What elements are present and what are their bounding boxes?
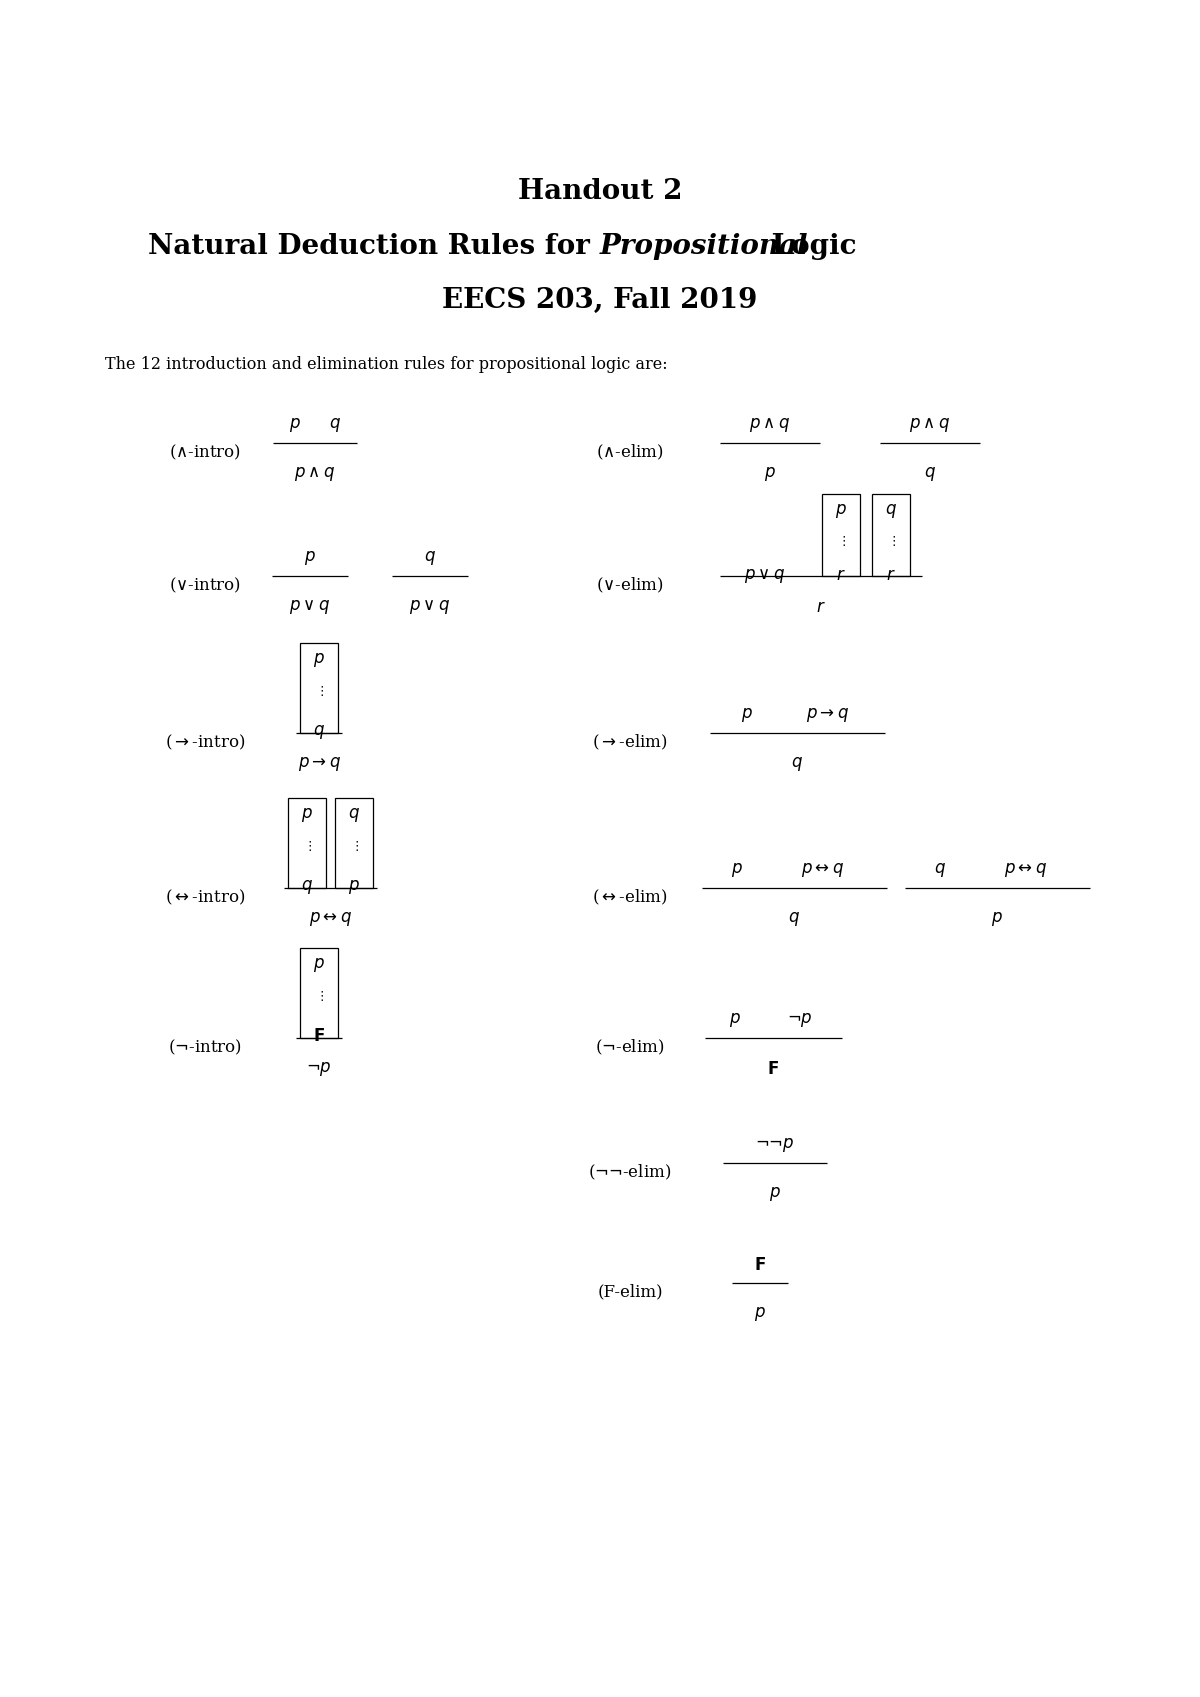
Text: $q$: $q$ bbox=[424, 550, 436, 567]
Text: $\neg\neg p$: $\neg\neg p$ bbox=[755, 1135, 794, 1154]
Text: $q$: $q$ bbox=[788, 910, 800, 928]
Text: $r$: $r$ bbox=[886, 567, 896, 584]
Text: $p \vee q$: $p \vee q$ bbox=[409, 597, 450, 616]
Text: $\mathbf{F}$: $\mathbf{F}$ bbox=[767, 1061, 779, 1078]
Text: $p$: $p$ bbox=[769, 1185, 781, 1203]
Text: $p \wedge q$: $p \wedge q$ bbox=[294, 465, 336, 484]
Bar bbox=[300, 643, 338, 733]
Text: $p$: $p$ bbox=[742, 706, 752, 725]
Text: $\neg p$: $\neg p$ bbox=[787, 1011, 812, 1028]
Text: $p$: $p$ bbox=[301, 806, 313, 825]
Text: Natural Deduction Rules for: Natural Deduction Rules for bbox=[149, 234, 600, 261]
Text: $p \wedge q$: $p \wedge q$ bbox=[750, 416, 791, 434]
Text: $\mathbf{F}$: $\mathbf{F}$ bbox=[754, 1256, 766, 1273]
Text: $\vdots$: $\vdots$ bbox=[314, 684, 324, 697]
Bar bbox=[822, 494, 860, 575]
Text: EECS 203, Fall 2019: EECS 203, Fall 2019 bbox=[443, 287, 757, 314]
Text: $q$: $q$ bbox=[313, 723, 325, 742]
Text: $\vdots$: $\vdots$ bbox=[887, 535, 895, 548]
Text: $p$: $p$ bbox=[754, 1305, 766, 1324]
Text: $p \leftrightarrow q$: $p \leftrightarrow q$ bbox=[800, 860, 844, 879]
Text: $p$: $p$ bbox=[730, 1011, 740, 1028]
Text: $p$: $p$ bbox=[313, 652, 325, 669]
Text: ($\vee$-intro): ($\vee$-intro) bbox=[169, 575, 241, 594]
Text: $\vdots$: $\vdots$ bbox=[836, 535, 846, 548]
Text: $p \vee q$: $p \vee q$ bbox=[289, 597, 330, 616]
Text: The 12 introduction and elimination rules for propositional logic are:: The 12 introduction and elimination rule… bbox=[106, 356, 667, 373]
Text: ($\leftrightarrow$-elim): ($\leftrightarrow$-elim) bbox=[592, 888, 668, 906]
Text: $p$: $p$ bbox=[835, 502, 847, 519]
Text: $p$: $p$ bbox=[731, 860, 743, 879]
Text: $p$: $p$ bbox=[348, 877, 360, 896]
Text: $q$: $q$ bbox=[924, 465, 936, 484]
Text: $p$: $p$ bbox=[991, 910, 1003, 928]
Text: Propositional: Propositional bbox=[600, 234, 809, 261]
Text: $r$: $r$ bbox=[816, 599, 826, 616]
Text: Logic: Logic bbox=[762, 234, 857, 261]
Text: Handout 2: Handout 2 bbox=[517, 178, 683, 205]
Text: $\vdots$: $\vdots$ bbox=[302, 838, 312, 854]
Text: $p \rightarrow q$: $p \rightarrow q$ bbox=[298, 755, 341, 774]
Text: $p$: $p$ bbox=[313, 955, 325, 974]
Bar bbox=[872, 494, 910, 575]
Text: $p \leftrightarrow q$: $p \leftrightarrow q$ bbox=[1003, 860, 1046, 879]
Text: $p$: $p$ bbox=[304, 550, 316, 567]
Text: ($\neg$-elim): ($\neg$-elim) bbox=[595, 1037, 665, 1057]
Bar bbox=[288, 798, 326, 888]
Text: ($\vee$-elim): ($\vee$-elim) bbox=[596, 575, 664, 594]
Text: $q$: $q$ bbox=[348, 806, 360, 825]
Text: $p \wedge q$: $p \wedge q$ bbox=[910, 416, 950, 434]
Text: $\vdots$: $\vdots$ bbox=[349, 838, 359, 854]
Text: ($\rightarrow$-elim): ($\rightarrow$-elim) bbox=[592, 733, 668, 752]
Text: ($\wedge$-intro): ($\wedge$-intro) bbox=[169, 443, 241, 462]
Text: ($\neg$-intro): ($\neg$-intro) bbox=[168, 1037, 242, 1057]
Text: $p$: $p$ bbox=[289, 416, 301, 434]
Bar bbox=[300, 949, 338, 1039]
Text: $q$: $q$ bbox=[329, 416, 341, 434]
Text: $p \rightarrow q$: $p \rightarrow q$ bbox=[805, 706, 848, 725]
Text: $q$: $q$ bbox=[791, 755, 803, 774]
Text: $\vdots$: $\vdots$ bbox=[314, 989, 324, 1003]
Text: ($\leftrightarrow$-intro): ($\leftrightarrow$-intro) bbox=[164, 888, 245, 906]
Text: $p \leftrightarrow q$: $p \leftrightarrow q$ bbox=[310, 910, 352, 928]
Text: ($\rightarrow$-intro): ($\rightarrow$-intro) bbox=[164, 733, 245, 752]
Text: ($\wedge$-elim): ($\wedge$-elim) bbox=[596, 443, 664, 462]
Text: $q$: $q$ bbox=[934, 860, 946, 879]
Text: $p$: $p$ bbox=[764, 465, 776, 484]
Text: $q$: $q$ bbox=[886, 502, 896, 519]
Bar bbox=[335, 798, 373, 888]
Text: $p \vee q$: $p \vee q$ bbox=[744, 567, 786, 585]
Text: $\neg p$: $\neg p$ bbox=[306, 1061, 332, 1078]
Text: $r$: $r$ bbox=[836, 567, 846, 584]
Text: $q$: $q$ bbox=[301, 877, 313, 896]
Text: $\mathbf{F}$: $\mathbf{F}$ bbox=[313, 1028, 325, 1045]
Text: (F-elim): (F-elim) bbox=[598, 1283, 662, 1300]
Text: ($\neg\neg$-elim): ($\neg\neg$-elim) bbox=[588, 1162, 672, 1181]
